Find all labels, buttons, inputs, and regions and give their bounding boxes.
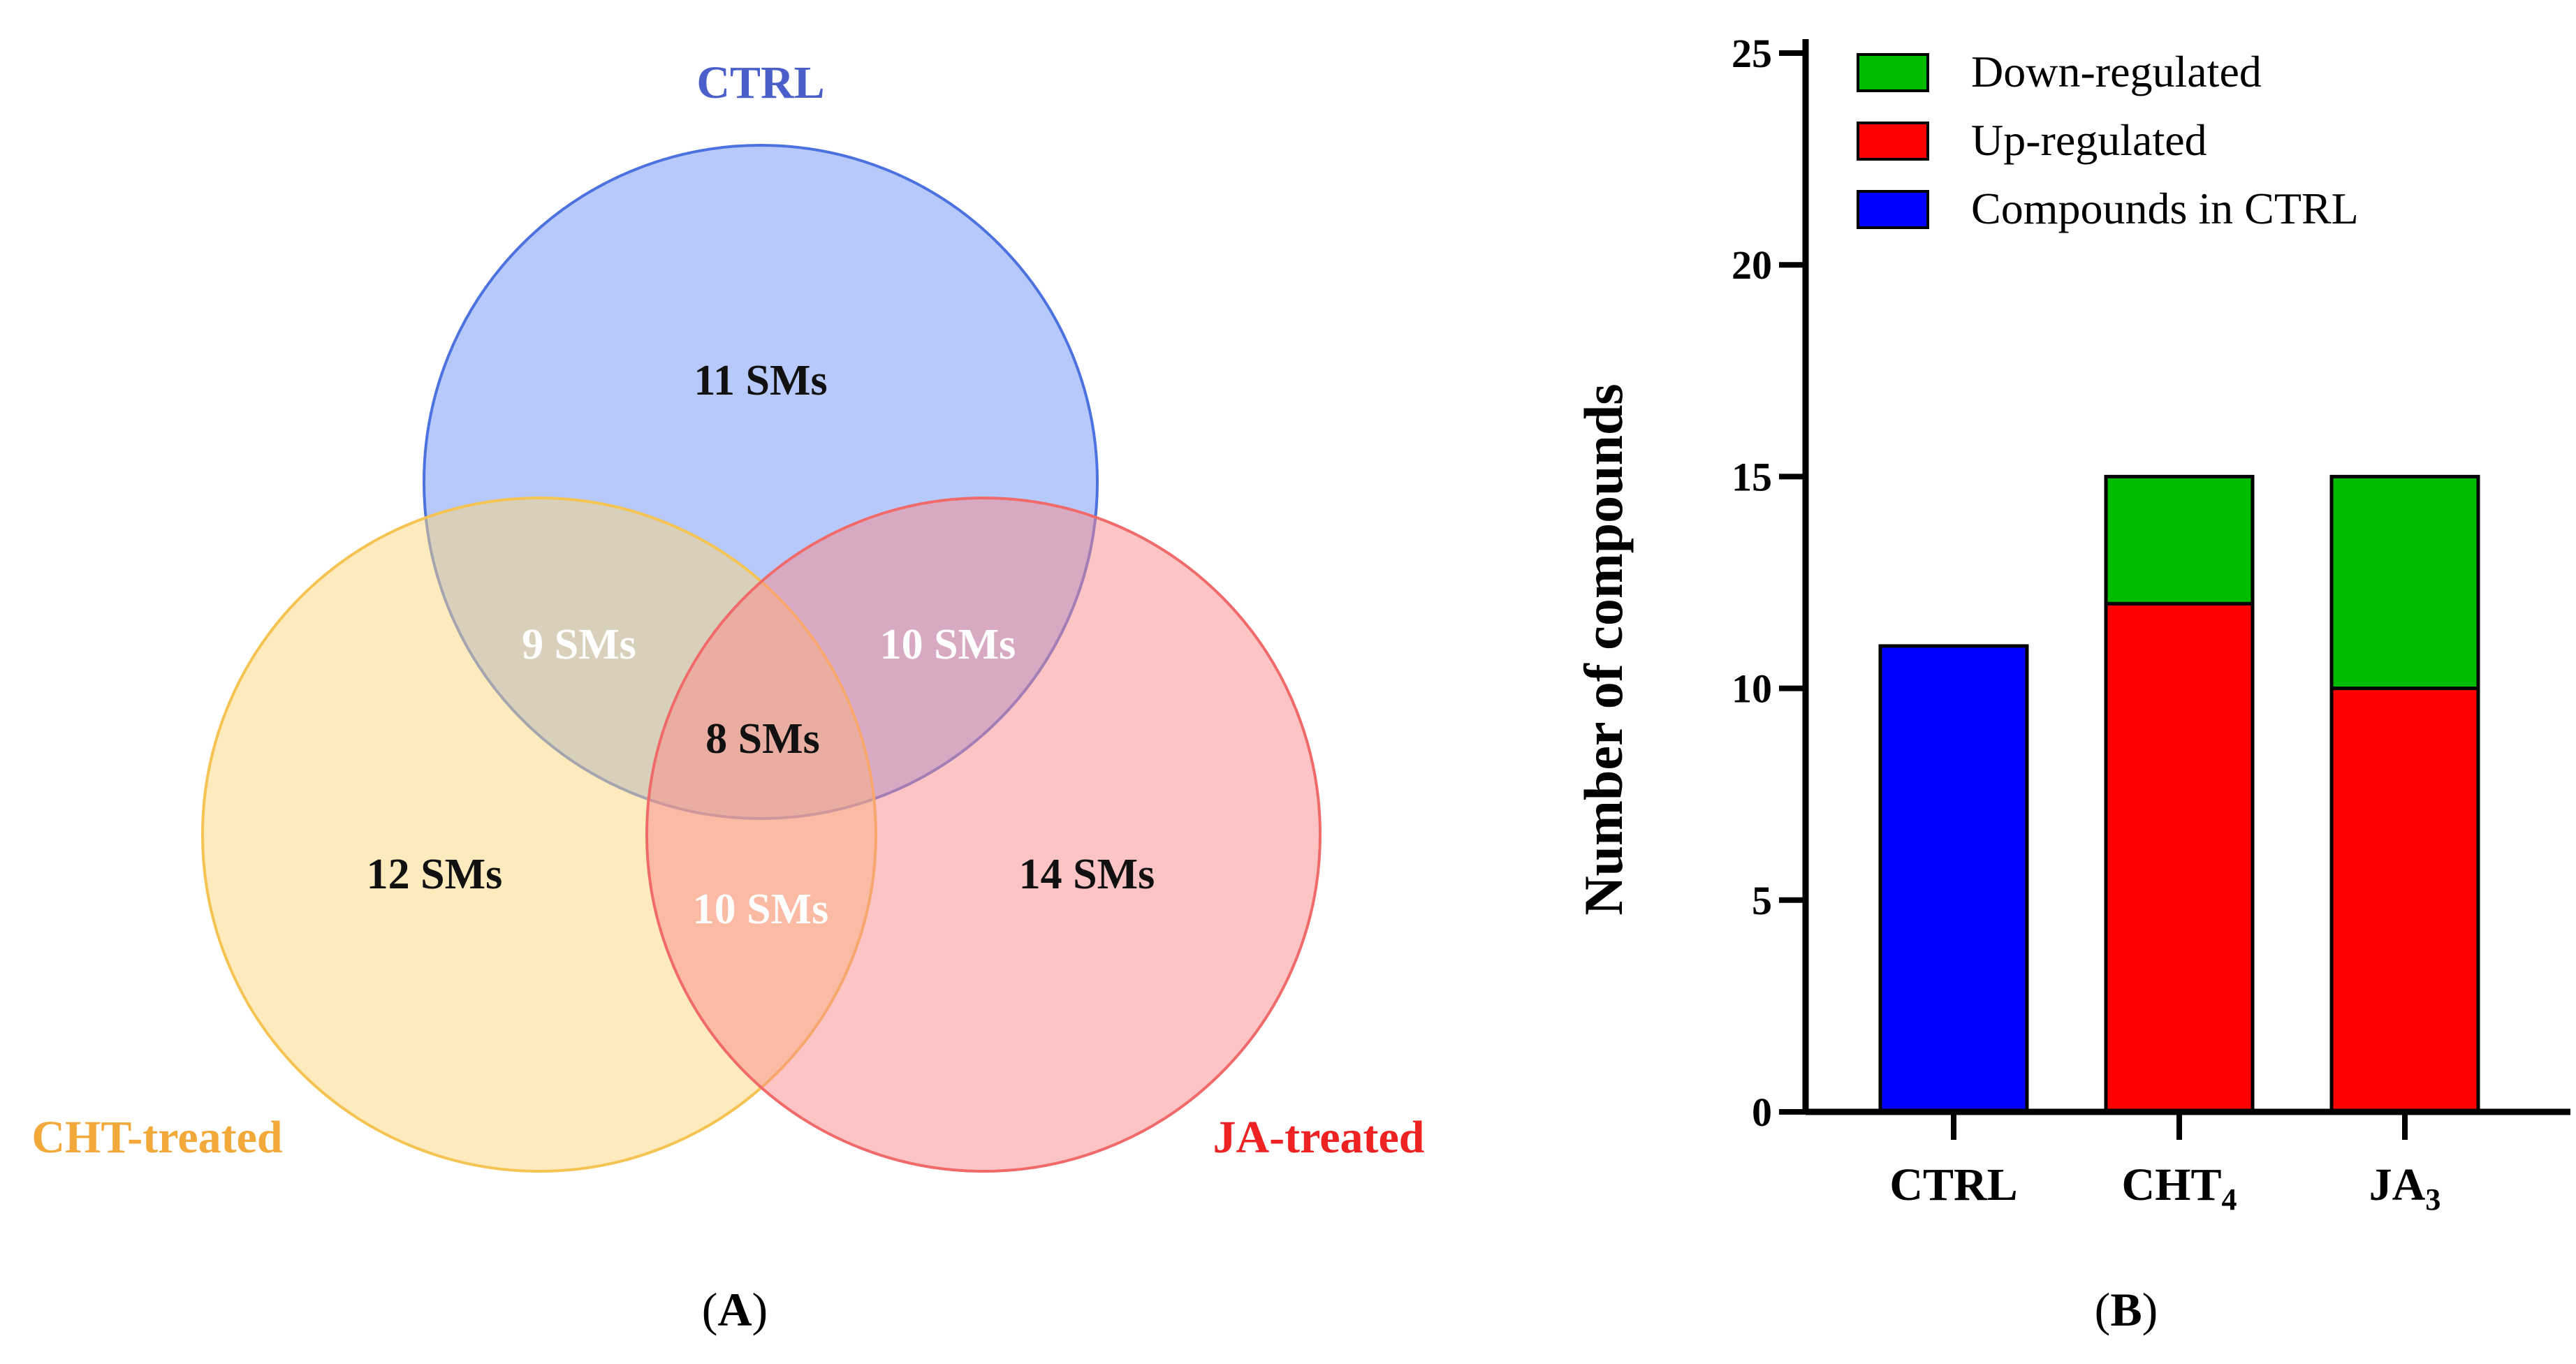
panel-a-label: (A) (702, 1283, 768, 1336)
y-tick-label: 25 (1732, 31, 1772, 76)
y-tick-label: 15 (1732, 454, 1772, 499)
y-tick-label: 20 (1732, 242, 1772, 288)
panel-b-label: (B) (2095, 1283, 2158, 1336)
y-tick-label: 5 (1752, 878, 1772, 923)
set-label-cht: CHT-treated (31, 1112, 282, 1163)
set-label-ja: JA-treated (1213, 1112, 1425, 1163)
legend-swatch-up-regulated (1857, 122, 1929, 161)
region-ctrl-ja: 10 SMs (880, 621, 1016, 668)
legend-label-down-regulated: Down-regulated (1971, 47, 2262, 96)
axes: 0 5 10 15 20 25 CTRL CHT4 JA3 (1732, 31, 2570, 1217)
legend-swatch-compounds-in-ctrl (1857, 190, 1929, 229)
legend-label-compounds-in-ctrl: Compounds in CTRL (1971, 184, 2359, 233)
region-cht-ja: 10 SMs (693, 886, 829, 933)
x-tick-label-ctrl: CTRL (1889, 1159, 2017, 1210)
region-ctrl-cht: 9 SMs (522, 621, 636, 668)
y-tick-label: 0 (1752, 1090, 1772, 1135)
legend-label-up-regulated: Up-regulated (1971, 115, 2207, 165)
bar-chart: 0 5 10 15 20 25 CTRL CHT4 JA3 Down-regulated Up-r… (1573, 31, 2570, 1336)
legend-swatch-down-regulated (1857, 53, 1929, 92)
venn-diagram: CTRL CHT-treated JA-treated 11 SMs 12 SM… (31, 57, 1424, 1336)
bar-compounds-in-ctrl-ctrl (1878, 644, 2029, 1114)
bars (1878, 474, 2480, 1114)
y-axis-title: Number of compounds (1573, 383, 1634, 915)
bar-down-regulated-cht (2104, 474, 2255, 606)
bar-down-regulated-ja (2329, 474, 2480, 691)
legend: Down-regulated Up-regulated Compounds in C… (1857, 47, 2359, 233)
y-tick-label: 10 (1732, 666, 1772, 712)
x-tick-label-ja: JA3 (2369, 1159, 2441, 1217)
region-ja-only: 14 SMs (1019, 851, 1155, 898)
region-all: 8 SMs (705, 715, 820, 763)
bar-up-regulated-cht (2104, 601, 2255, 1114)
venn-circle-ja (645, 497, 1322, 1173)
x-tick-label-cht: CHT4 (2121, 1159, 2237, 1217)
region-cht-only: 12 SMs (367, 851, 503, 898)
region-ctrl-only: 11 SMs (694, 357, 827, 404)
bar-up-regulated-ja (2329, 687, 2480, 1114)
set-label-ctrl: CTRL (696, 57, 824, 108)
